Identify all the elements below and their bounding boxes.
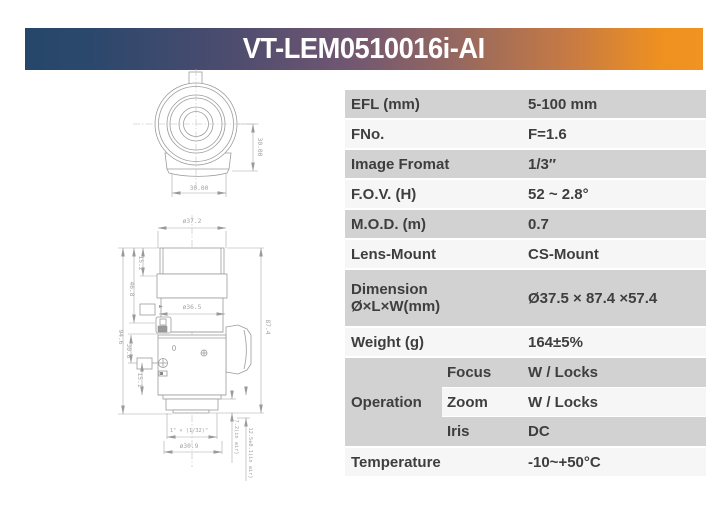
table-row: FNo. F=1.6 xyxy=(345,120,706,148)
side-dim-mid-diameter: ø36.5 xyxy=(183,304,202,311)
mount-flange xyxy=(162,394,222,400)
side-dim-15-2: 15.2 xyxy=(137,256,144,271)
side-connector xyxy=(225,324,252,375)
spec-label: Weight (g) xyxy=(351,333,425,351)
spec-label: M.O.D. (m) xyxy=(351,215,426,233)
spec-value: 52 ~ 2.8° xyxy=(528,185,589,203)
operation-sub-row: Iris DC xyxy=(442,417,706,447)
spec-label: Image Fromat xyxy=(351,155,450,173)
spec-sub-label: Focus xyxy=(447,363,492,381)
lens-front-barrel xyxy=(159,247,225,275)
side-dim-46-8: 46.8 xyxy=(128,282,135,297)
table-row: Weight (g) 164±5% xyxy=(345,328,706,356)
spec-label: EFL (mm) xyxy=(351,95,420,113)
title-banner: VT-LEM0510016i-AI xyxy=(25,28,703,70)
front-dim-height: 30.00 xyxy=(256,138,263,157)
spec-value: 1/3″ xyxy=(528,155,557,173)
operation-block: Operation Focus W / Locks Zoom W / Locks… xyxy=(345,358,706,447)
zoom-ring xyxy=(156,273,228,299)
operation-sub-row: Focus W / Locks xyxy=(442,358,706,387)
spec-label: FNo. xyxy=(351,125,385,143)
spec-value: CS-Mount xyxy=(528,245,599,263)
spec-value: F=1.6 xyxy=(528,125,567,143)
side-dim-bottom-diameter: ø30.9 xyxy=(180,443,199,450)
table-row: Lens-Mount CS-Mount xyxy=(345,240,706,268)
side-dim-94-6: 94.6 xyxy=(117,330,124,345)
front-view: 30.00 30.00 xyxy=(133,69,263,197)
spec-value: 164±5% xyxy=(528,333,583,351)
spec-value: W / Locks xyxy=(528,363,599,381)
spec-value: W / Locks xyxy=(528,393,599,411)
spec-value: Ø37.5 × 87.4 ×57.4 xyxy=(528,289,658,307)
technical-drawing: 30.00 30.00 xyxy=(117,69,271,481)
spec-sub-label: Iris xyxy=(447,423,470,441)
table-row: Dimension Ø×L×W(mm) Ø37.5 × 87.4 ×57.4 xyxy=(345,270,706,326)
spec-value: -10~+50°C xyxy=(528,453,601,471)
lock-screw-2 xyxy=(136,357,153,370)
lock-screw-1 xyxy=(139,303,156,316)
table-row: Image Fromat 1/3″ xyxy=(345,150,706,178)
side-view: ø37.2 ø36.5 15.2 46.8 94.6 30.8 15.1 xyxy=(117,215,271,481)
side-dim-top-diameter: ø37.2 xyxy=(183,218,202,225)
side-dim-7-2-in-air: 7.2(in air) xyxy=(233,419,239,454)
spec-table: EFL (mm) 5-100 mm FNo. F=1.6 Image Froma… xyxy=(345,90,706,478)
front-dim-width: 30.00 xyxy=(190,185,209,192)
lower-body xyxy=(157,334,227,396)
spec-label: F.O.V. (H) xyxy=(351,185,417,203)
spec-label: Dimension Ø×L×W(mm) xyxy=(351,281,441,315)
mount-thread xyxy=(165,398,219,411)
table-row: F.O.V. (H) 52 ~ 2.8° xyxy=(345,180,706,208)
spec-value: 5-100 mm xyxy=(528,95,598,113)
side-dim-87-4: 87.4 xyxy=(264,320,271,335)
operation-sub-row: Zoom W / Locks xyxy=(442,387,706,417)
side-dim-12-5-in-air: 12.5±0.1(in air) xyxy=(247,427,253,478)
table-row: M.O.D. (m) 0.7 xyxy=(345,210,706,238)
spec-label: Operation xyxy=(345,358,442,446)
side-dim-15-1: 15.1 xyxy=(136,373,143,388)
page-title: VT-LEM0510016i-AI xyxy=(242,32,485,65)
side-dim-thread: 1" × (1/32)" xyxy=(170,428,208,434)
spec-value: 0.7 xyxy=(528,215,549,233)
spec-value: DC xyxy=(528,423,550,441)
spec-sub-label: Zoom xyxy=(447,393,488,411)
spec-label: Temperature xyxy=(351,453,441,471)
spec-label: Lens-Mount xyxy=(351,245,436,263)
table-row: Temperature -10~+50°C xyxy=(345,448,706,476)
side-dim-30-8: 30.8 xyxy=(125,344,132,359)
table-row: EFL (mm) 5-100 mm xyxy=(345,90,706,118)
